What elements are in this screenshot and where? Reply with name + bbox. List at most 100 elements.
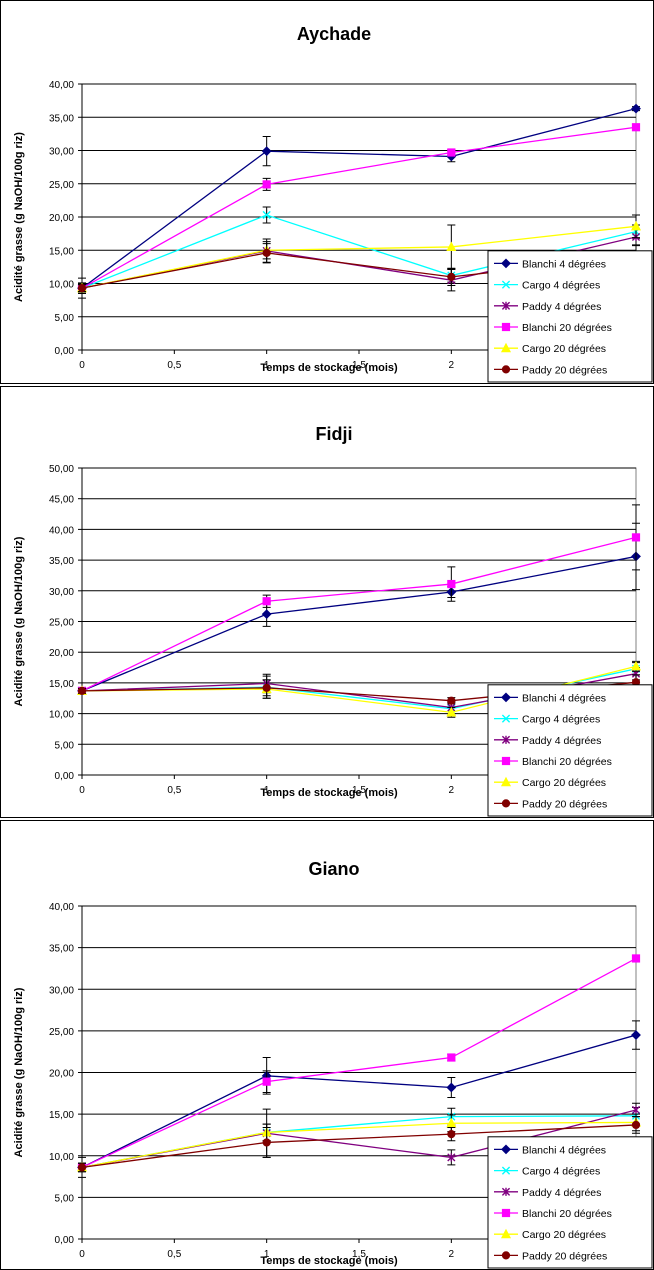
series-line-blanchi-4-degrees — [81, 107, 637, 289]
data-point — [446, 1117, 457, 1128]
data-point — [631, 1120, 641, 1130]
x-tick-label: 1 — [264, 785, 270, 796]
data-point — [631, 1105, 641, 1115]
legend-label: Cargo 20 dégrées — [522, 1229, 606, 1241]
x-tick-label: 2 — [449, 785, 455, 796]
data-point — [447, 272, 456, 281]
legend-marker — [500, 776, 512, 787]
y-tick-label: 10,00 — [49, 710, 74, 721]
y-tick-label: 10,00 — [49, 1152, 74, 1163]
legend-item: Cargo 4 dégrées — [494, 1166, 600, 1178]
y-tick-label: 30,00 — [49, 587, 74, 598]
legend-marker — [501, 714, 511, 723]
data-point — [630, 220, 642, 231]
data-point — [261, 146, 272, 157]
series-line-paddy-20-degrees — [81, 1124, 637, 1169]
y-tick-label: 35,00 — [49, 944, 74, 955]
legend-item: Blanchi 20 dégrées — [494, 1208, 612, 1220]
data-point — [446, 1082, 457, 1093]
y-tick-label: 0,00 — [55, 1235, 75, 1246]
data-point — [262, 210, 271, 220]
x-tick-label: 0,5 — [167, 785, 181, 796]
y-tick-label: 5,00 — [55, 740, 75, 751]
data-point — [262, 1138, 271, 1147]
legend-label: Blanchi 20 dégrées — [522, 1208, 612, 1220]
chart-panel-giano: Giano 0,00 5,00 10,00 15,00 20,00 25,00 30,00 35… — [0, 820, 654, 1270]
y-axis-label: Acidité grasse (g NaOH/100g riz) — [13, 536, 25, 706]
data-point — [261, 609, 272, 620]
y-tick-label: 5,00 — [55, 313, 75, 324]
x-tick-label: 0,5 — [167, 1249, 181, 1260]
data-point — [630, 660, 642, 671]
data-point — [262, 248, 271, 258]
legend-label: Blanchi 4 dégrées — [522, 258, 606, 270]
data-point — [446, 241, 457, 252]
y-tick-label: 15,00 — [49, 246, 74, 257]
data-point — [262, 683, 271, 692]
y-tick-label: 20,00 — [49, 648, 74, 659]
data-point — [77, 1163, 87, 1172]
y-tick-label: 10,00 — [49, 280, 74, 291]
data-point — [447, 1153, 456, 1162]
series-line-cargo-20-degrees — [81, 225, 637, 289]
data-point — [446, 706, 457, 717]
series-line-blanchi-4-degrees — [81, 1034, 637, 1168]
legend-marker — [500, 1228, 512, 1239]
y-tick-label: 25,00 — [49, 618, 74, 629]
legend-marker — [501, 692, 511, 703]
legend-label: Blanchi 4 dégrées — [522, 692, 606, 704]
legend-item: Blanchi 4 dégrées — [494, 258, 606, 270]
series-line-blanchi-20-degrees — [81, 536, 637, 692]
chart-aychade: Aychade 0,00 5,00 10,00 15,00 20,00 25,00 30,00… — [0, 0, 654, 384]
legend-label: Cargo 20 dégrées — [522, 343, 606, 355]
x-tick-label: 2 — [449, 360, 455, 371]
series-line-blanchi-20-degrees — [81, 126, 637, 289]
y-axis-label: Acidité grasse (g NaOH/100g riz) — [13, 987, 25, 1157]
legend-marker — [500, 342, 512, 353]
y-tick-label: 5,00 — [55, 1193, 75, 1204]
y-tick-label: 20,00 — [49, 1069, 74, 1080]
chart-giano: Giano 0,00 5,00 10,00 15,00 20,00 25,00 30,00 35… — [0, 820, 654, 1270]
legend-label: Cargo 4 dégrées — [522, 714, 600, 726]
legend-item: Blanchi 4 dégrées — [494, 692, 606, 704]
legend-label: Blanchi 20 dégrées — [522, 322, 612, 334]
legend-item: Paddy 4 dégrées — [494, 735, 601, 747]
legend-item: Paddy 20 dégrées — [494, 798, 607, 810]
x-tick-label: 0,5 — [167, 360, 181, 371]
x-axis-label: Temps de stockage (mois) — [260, 1255, 398, 1267]
data-point — [631, 954, 641, 963]
legend: Blanchi 4 dégrées Cargo 4 dégrées Paddy 4 … — [487, 1136, 653, 1269]
data-point — [77, 686, 87, 695]
x-tick-label: 2 — [449, 1249, 455, 1260]
y-tick-label: 35,00 — [49, 556, 74, 567]
legend-label: Paddy 20 dégrées — [522, 364, 607, 376]
legend-marker — [501, 1187, 511, 1196]
x-tick-label: 0 — [79, 1249, 85, 1260]
chart-panel-aychade: Aychade 0,00 5,00 10,00 15,00 20,00 25,00 30,00… — [0, 0, 654, 384]
legend-marker — [501, 1251, 511, 1260]
x-tick-label: 0 — [79, 785, 85, 796]
y-tick-label: 15,00 — [49, 679, 74, 690]
y-tick-label: 0,00 — [55, 346, 75, 357]
legend-item: Cargo 20 dégrées — [494, 776, 606, 789]
legend-label: Cargo 4 dégrées — [522, 1166, 600, 1178]
legend-marker — [501, 1144, 511, 1155]
series-line-blanchi-20-degrees — [81, 957, 637, 1168]
y-tick-label: 30,00 — [49, 147, 74, 158]
legend: Blanchi 4 dégrées Cargo 4 dégrées Paddy 4 … — [487, 684, 653, 817]
legend-marker — [501, 799, 511, 808]
y-tick-label: 45,00 — [49, 495, 74, 506]
data-point — [447, 1053, 456, 1062]
legend-marker — [501, 1166, 511, 1175]
data-point — [631, 533, 641, 542]
legend-label: Cargo 20 dégrées — [522, 777, 606, 789]
chart-panel-fidji: Fidji 0,00 5,00 10,00 15,00 20,00 25,00 30,00 35… — [0, 386, 654, 818]
y-tick-label: 35,00 — [49, 113, 74, 124]
legend-marker — [501, 756, 511, 766]
chart-title: Giano — [308, 859, 359, 879]
data-point — [262, 180, 271, 189]
data-point — [631, 1030, 641, 1040]
chart-title: Fidji — [316, 424, 353, 444]
legend-item: Blanchi 20 dégrées — [494, 756, 612, 768]
legend-label: Blanchi 4 dégrées — [522, 1144, 606, 1156]
